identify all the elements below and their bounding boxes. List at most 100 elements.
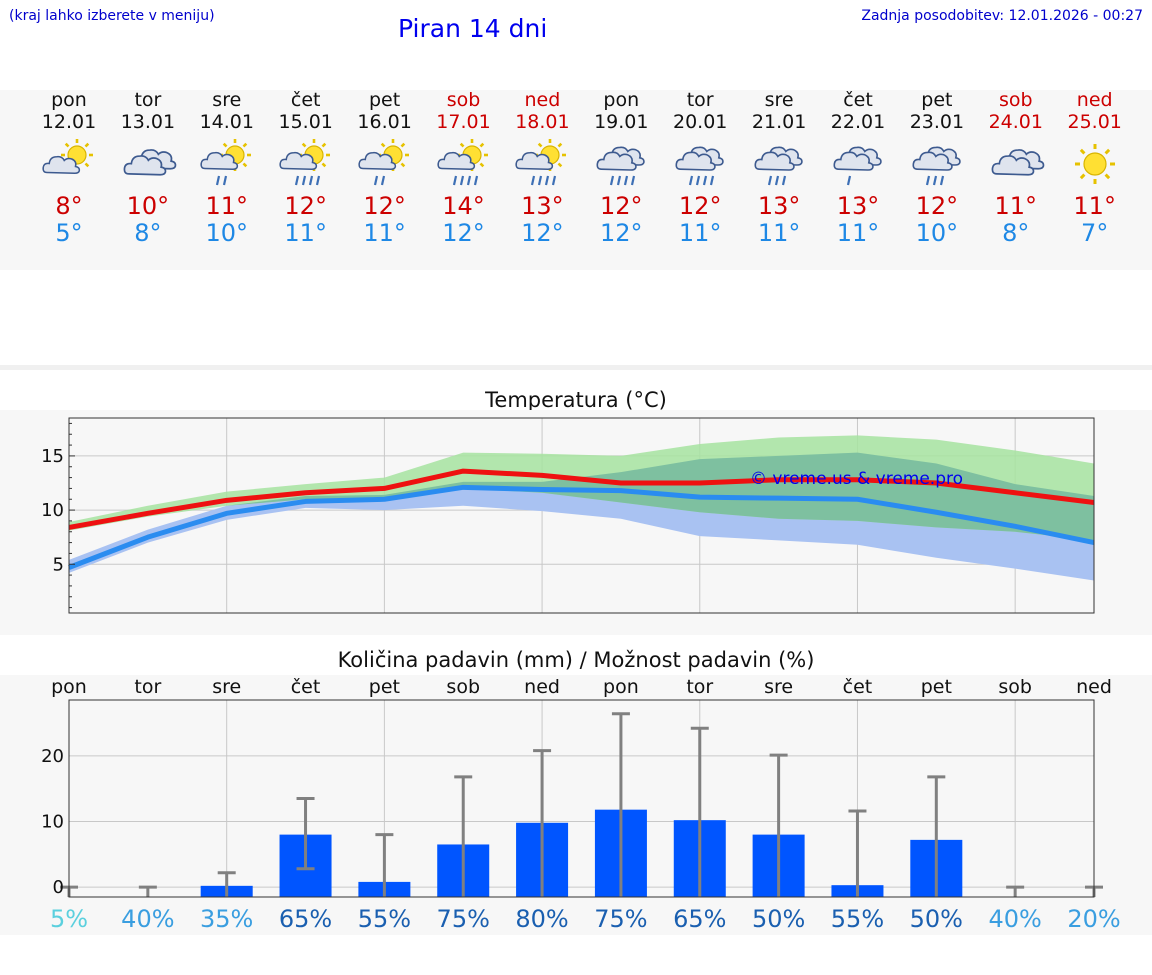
category-label: sre (212, 676, 241, 698)
temp-min: 10° (205, 219, 249, 247)
precip-probability: 35% (200, 905, 253, 933)
temp-min: 11° (678, 219, 722, 247)
day-name: tor (134, 89, 162, 111)
precip-probability: 65% (279, 905, 332, 933)
day-name: tor (686, 89, 714, 111)
page-title: Piran 14 dni (398, 14, 548, 43)
precip-probability: 5% (50, 905, 88, 933)
sun-cloud-heavy-rain-icon (279, 139, 330, 186)
y-tick-label: 10 (41, 500, 64, 521)
precip-probability: 40% (988, 905, 1041, 933)
temperature-chart: 5 10 15 © vreme.us & vreme.pro (41, 417, 1095, 614)
day-column: pon 12.01 8° 5° (30, 89, 108, 247)
temp-min: 8° (1002, 219, 1030, 247)
day-name: pon (51, 89, 87, 111)
precipitation-chart-title: Količina padavin (mm) / Možnost padavin … (337, 648, 815, 672)
category-label: sob (998, 676, 1032, 698)
category-label: ned (1076, 676, 1112, 698)
max-temp-line (68, 468, 1095, 530)
cloud-rain-icon (912, 146, 961, 186)
temp-max: 13° (836, 192, 880, 220)
temp-max: 11° (994, 192, 1038, 220)
day-name: pon (603, 89, 640, 111)
sun-cloud-heavy-rain-icon (436, 139, 488, 186)
day-date: 18.01 (515, 111, 570, 133)
precip-probability: 50% (752, 905, 805, 933)
category-label: čet (291, 676, 321, 698)
watermark: © vreme.us & vreme.pro (750, 469, 963, 489)
day-column: sob 24.01 11° 8° (977, 89, 1055, 247)
location-hint[interactable]: (kraj lahko izberete v meniju) (9, 8, 215, 24)
day-date: 15.01 (278, 111, 333, 133)
day-column: pon 19.01 12° 12° (582, 89, 660, 247)
temp-max: 12° (284, 192, 327, 220)
precip-probability: 20% (1067, 905, 1120, 933)
category-label: tor (686, 676, 713, 698)
temp-max: 12° (363, 192, 406, 220)
y-tick-label: 0 (53, 877, 64, 898)
day-column: ned 25.01 11° 7° (1056, 89, 1134, 247)
temp-min: 11° (284, 219, 327, 247)
precip-probability: 75% (437, 905, 490, 933)
temp-max: 13° (521, 192, 564, 220)
precip-probability: 80% (515, 905, 568, 933)
temp-min: 8° (134, 219, 162, 247)
precip-probability: 40% (121, 905, 174, 933)
temp-max: 11° (205, 192, 249, 220)
y-tick-label: 5 (53, 554, 64, 575)
day-date: 13.01 (120, 111, 176, 133)
temp-min: 11° (363, 219, 406, 247)
temp-max: 13° (757, 192, 801, 220)
last-updated: Zadnja posodobitev: 12.01.2026 - 00:27 (861, 8, 1143, 24)
precip-probability: 55% (358, 905, 411, 933)
category-label: čet (843, 676, 873, 698)
precip-probability: 50% (910, 905, 963, 933)
precip-probability: 55% (831, 905, 884, 933)
day-date: 16.01 (357, 111, 412, 133)
sun-cloud-rain-icon (357, 139, 409, 186)
category-label: pet (921, 676, 952, 698)
category-label: ned (524, 676, 560, 698)
category-label: pon (51, 676, 87, 698)
day-column: tor 20.01 12° 11° (661, 89, 739, 247)
day-date: 12.01 (41, 111, 97, 133)
temp-min: 12° (600, 219, 643, 247)
day-name: pet (921, 89, 953, 111)
temp-max: 11° (1073, 192, 1116, 220)
day-name: sob (999, 89, 1033, 111)
day-date: 25.01 (1067, 111, 1122, 133)
temp-max: 10° (126, 192, 170, 220)
precip-probability: 75% (594, 905, 647, 933)
temp-min: 11° (836, 219, 880, 247)
category-label: pon (603, 676, 639, 698)
cloudy-icon (123, 149, 177, 176)
divider (0, 365, 1152, 370)
temp-max: 14° (442, 192, 485, 220)
day-date: 23.01 (909, 111, 965, 133)
temp-min: 5° (55, 219, 83, 247)
category-label: tor (134, 676, 161, 698)
temp-max: 12° (600, 192, 643, 220)
day-date: 22.01 (830, 111, 886, 133)
plot-frame (68, 417, 1095, 614)
temp-max: 8° (55, 192, 83, 220)
day-date: 24.01 (988, 111, 1043, 133)
forecast-strip (0, 90, 1152, 270)
category-label: sob (446, 676, 480, 698)
plot-frame (68, 699, 1095, 898)
day-name: sob (446, 89, 481, 111)
precipitation-chart: pon tor sre čet pet sob ned pon tor sre čet pet sob n… (41, 676, 1121, 933)
day-name: ned (524, 89, 561, 111)
cloud-rain-icon (754, 146, 803, 186)
cloud-heavy-rain-icon (675, 146, 724, 186)
precip-probability: 65% (673, 905, 726, 933)
day-column: čet 22.01 13° 11° (819, 89, 897, 247)
sun-cloud-icon (42, 139, 93, 175)
y-tick-label: 15 (41, 446, 64, 467)
day-date: 17.01 (436, 111, 491, 133)
day-column: sre 21.01 13° 11° (740, 89, 818, 247)
overlap-band (69, 452, 1094, 541)
min-temp-line (68, 484, 1095, 570)
category-label: sre (764, 676, 793, 698)
day-date: 14.01 (199, 111, 254, 133)
